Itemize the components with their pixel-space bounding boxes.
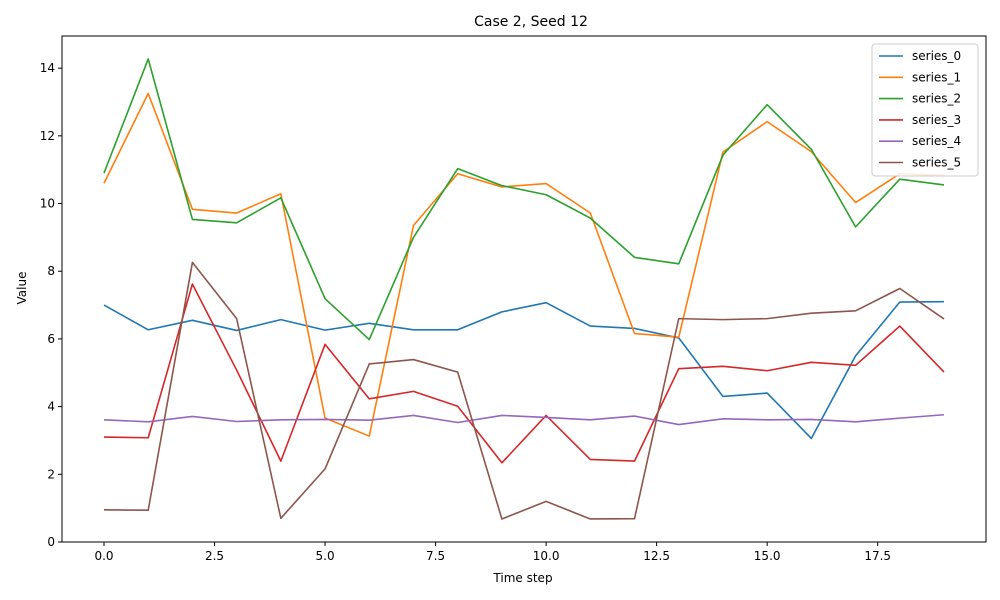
y-tick-label: 0	[47, 535, 55, 549]
series-line-3	[103, 283, 945, 464]
x-tick-label: 5.0	[316, 549, 335, 563]
x-axis: 0.0 2.5 5.0 7.5 10.0 12.5 15.0 17.5	[94, 542, 891, 563]
y-tick-label: 6	[47, 332, 55, 346]
legend-label: series_2	[912, 92, 961, 106]
y-tick-label: 10	[40, 197, 55, 211]
x-tick-label: 15.0	[754, 549, 781, 563]
x-tick-label: 12.5	[643, 549, 670, 563]
y-axis: 0 2 4 6 8 10 12 14	[40, 61, 62, 549]
legend-label: series_3	[912, 113, 961, 127]
legend-label: series_1	[912, 70, 961, 84]
series-line-5	[103, 261, 945, 520]
legend-label: series_0	[912, 49, 961, 63]
x-tick-label: 17.5	[864, 549, 891, 563]
x-tick-label: 7.5	[426, 549, 445, 563]
series-line-0	[103, 300, 945, 440]
y-tick-label: 8	[47, 264, 55, 278]
y-tick-label: 2	[47, 467, 55, 481]
chart-title: Case 2, Seed 12	[474, 14, 588, 30]
series-line-2	[103, 58, 945, 341]
y-tick-label: 14	[40, 61, 55, 75]
y-axis-label: Value	[15, 272, 29, 305]
legend: series_0 series_1 series_2 series_3 series_4…	[871, 43, 979, 177]
series-line-1	[103, 92, 945, 437]
legend-label: series_4	[912, 134, 961, 148]
y-tick-label: 12	[40, 129, 55, 143]
x-tick-label: 0.0	[94, 549, 113, 563]
x-axis-label: Time step	[492, 571, 552, 585]
y-tick-label: 4	[47, 400, 55, 414]
series-line-4	[103, 413, 945, 426]
legend-label: series_5	[912, 156, 961, 170]
plot-area	[61, 35, 987, 543]
plot-frame	[61, 35, 987, 543]
x-tick-label: 10.0	[533, 549, 560, 563]
series-group	[103, 58, 945, 520]
x-tick-label: 2.5	[205, 549, 224, 563]
